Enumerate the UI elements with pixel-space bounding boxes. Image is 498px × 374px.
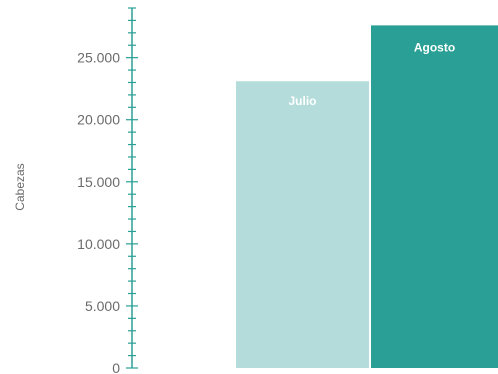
y-tick-label: 10.000 bbox=[77, 236, 120, 252]
bar-agosto bbox=[371, 25, 498, 369]
y-tick-label: 5.000 bbox=[85, 298, 120, 314]
bar-julio bbox=[236, 81, 369, 368]
y-tick-labels-group: 0 5.000 10.000 15.000 20.000 25.000 bbox=[77, 50, 120, 374]
y-tick-label: 20.000 bbox=[77, 112, 120, 128]
bar-labels-group: Julio Agosto bbox=[288, 40, 455, 108]
y-tick-label: 25.000 bbox=[77, 50, 120, 66]
bars-group bbox=[236, 25, 498, 369]
y-axis-title: Cabezas bbox=[13, 163, 27, 210]
y-tick-label: 0 bbox=[112, 360, 120, 374]
bar-label-agosto: Agosto bbox=[414, 40, 455, 54]
bar-label-julio: Julio bbox=[288, 94, 316, 108]
y-tick-label: 15.000 bbox=[77, 174, 120, 190]
y-axis bbox=[126, 7, 138, 369]
